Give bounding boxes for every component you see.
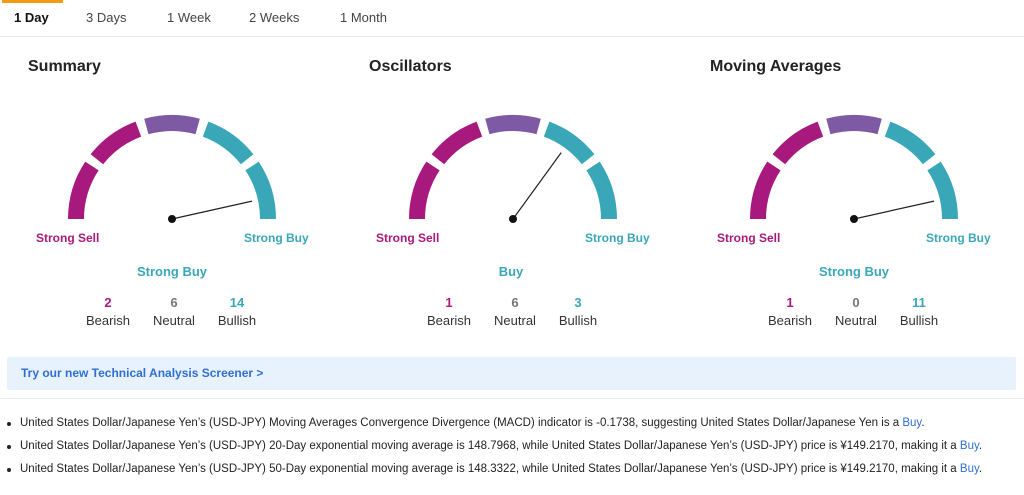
tab-1-day[interactable]: 1 Day (2, 0, 63, 36)
neutral-count: 6 (170, 295, 178, 310)
oscillators-gauge (409, 115, 617, 223)
tab-3-days[interactable]: 3 Days (86, 10, 127, 25)
bullish-label: Bullish (899, 313, 939, 328)
screener-banner: Try our new Technical Analysis Screener … (7, 357, 1016, 390)
bullet-end: . (978, 463, 983, 475)
strong-sell-segment (409, 161, 440, 220)
needle-pivot (850, 215, 858, 223)
neutral-label: Neutral (153, 313, 195, 328)
panel-title: Summary (28, 58, 101, 75)
strong-sell-label: Strong Sell (376, 231, 440, 245)
buy-segment (202, 121, 254, 165)
tab-1-month[interactable]: 1 Month (340, 10, 387, 25)
signal-label: Strong Buy (818, 264, 890, 279)
list-item: United States Dollar/Japanese Yen’s (USD… (7, 458, 1017, 481)
strong-buy-segment (586, 161, 617, 220)
neutral-count: 0 (852, 295, 860, 310)
bullish-label: Bullish (558, 313, 598, 328)
needle-pivot (168, 215, 176, 223)
screener-link[interactable]: Try our new Technical Analysis Screener … (21, 366, 264, 380)
strong-sell-segment (750, 161, 781, 220)
strong-buy-segment (927, 161, 958, 220)
sell-segment (431, 121, 483, 165)
neutral-segment (485, 115, 541, 135)
tab-2-weeks[interactable]: 2 Weeks (249, 10, 300, 25)
neutral-segment (826, 115, 882, 135)
indicator-list: United States Dollar/Japanese Yen’s (USD… (7, 412, 1017, 481)
oscillators-panel: Oscillators Strong Sell Strong Buy Buy 1… (369, 48, 669, 348)
bullet-dot-icon (7, 445, 11, 449)
list-item: United States Dollar/Japanese Yen’s (USD… (7, 435, 1017, 458)
moving-averages-panel: Moving Averages Strong Sell Strong Buy S… (710, 48, 1010, 348)
buy-segment (884, 121, 936, 165)
bearish-count: 1 (786, 295, 794, 310)
neutral-label: Neutral (494, 313, 536, 328)
buy-segment (543, 121, 595, 165)
gauge-needle (171, 200, 253, 220)
bullish-count: 3 (574, 295, 582, 310)
bullet-text: United States Dollar/Japanese Yen’s (USD… (20, 463, 960, 475)
buy-link[interactable]: Buy (902, 417, 922, 429)
bullish-count: 11 (912, 295, 926, 310)
panel-title: Moving Averages (710, 58, 842, 75)
neutral-count: 6 (511, 295, 519, 310)
strong-sell-label: Strong Sell (717, 231, 781, 245)
neutral-label: Neutral (835, 313, 877, 328)
needle-pivot (509, 215, 517, 223)
buy-link[interactable]: Buy (959, 440, 979, 452)
summary-gauge (68, 115, 276, 223)
bullet-text: United States Dollar/Japanese Yen’s (USD… (20, 417, 903, 429)
bullish-count: 14 (229, 295, 245, 310)
strong-buy-label: Strong Buy (926, 231, 991, 245)
tab-1-week[interactable]: 1 Week (167, 10, 211, 25)
moving-averages-gauge (750, 115, 958, 223)
bearish-count: 1 (445, 295, 453, 310)
list-item: United States Dollar/Japanese Yen’s (USD… (7, 412, 1017, 435)
bullet-dot-icon (7, 422, 11, 426)
signal-label: Strong Buy (136, 264, 208, 279)
bullet-end: . (921, 417, 925, 429)
bullet-end: . (978, 440, 983, 452)
sell-segment (90, 121, 142, 165)
neutral-segment (144, 115, 200, 135)
bearish-label: Bearish (767, 313, 813, 328)
bullish-label: Bullish (217, 313, 257, 328)
gauge-needle (512, 152, 562, 220)
divider (0, 398, 1024, 399)
strong-buy-label: Strong Buy (244, 231, 309, 245)
strong-buy-label: Strong Buy (585, 231, 650, 245)
bullet-dot-icon (7, 468, 11, 472)
strong-sell-label: Strong Sell (36, 231, 100, 245)
sell-segment (772, 121, 824, 165)
strong-sell-segment (68, 161, 99, 220)
bearish-label: Bearish (85, 313, 131, 328)
timeframe-tabs: 1 Day 3 Days 1 Week 2 Weeks 1 Month (0, 0, 1024, 37)
bullet-text: United States Dollar/Japanese Yen’s (USD… (20, 440, 960, 452)
signal-label: Buy (498, 264, 524, 279)
summary-panel: Summary Strong Sell Strong Buy Strong Bu… (28, 48, 328, 348)
gauge-needle (853, 200, 935, 220)
buy-link[interactable]: Buy (959, 463, 979, 475)
bearish-count: 2 (104, 295, 112, 310)
panel-title: Oscillators (369, 58, 452, 75)
strong-buy-segment (245, 161, 276, 220)
bearish-label: Bearish (426, 313, 472, 328)
